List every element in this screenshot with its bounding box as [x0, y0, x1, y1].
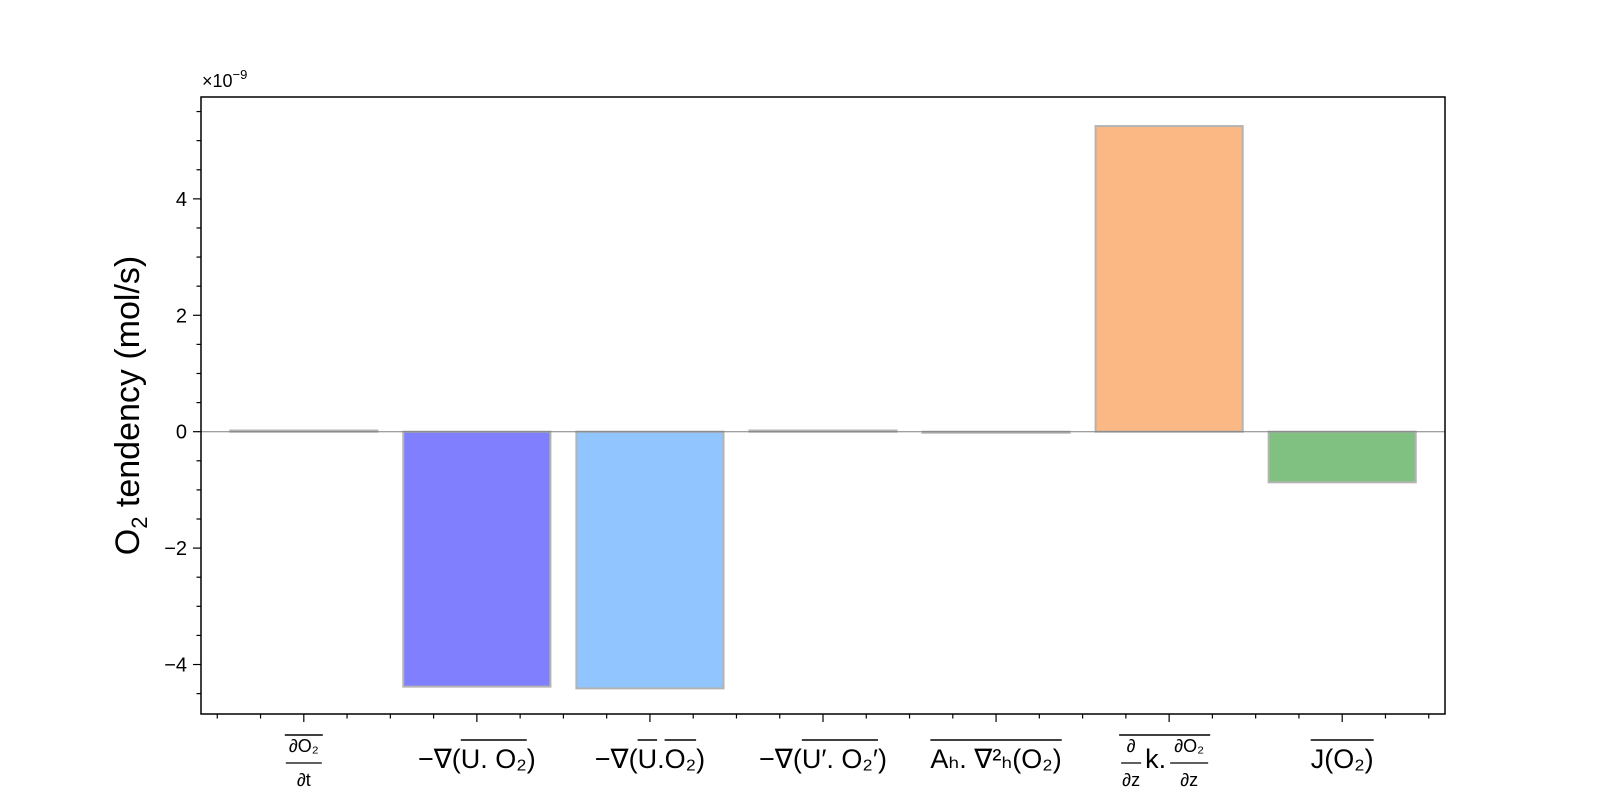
y-axis: −4 −2 0 2 4 — [164, 110, 201, 695]
x-label-adv-eddy: −∇(U′. O₂′) — [759, 739, 887, 774]
y-tick-label: 0 — [176, 422, 187, 444]
bar-adv-mean — [575, 430, 725, 690]
x-label-part: J(O₂) — [1311, 744, 1374, 774]
x-label-d2-den: ∂z — [1180, 770, 1198, 790]
y-tick-label: −2 — [164, 538, 187, 560]
x-label-numerator: ∂O₂ — [289, 736, 319, 756]
x-label-denominator: ∂t — [297, 770, 311, 790]
x-label-part: U — [638, 744, 658, 774]
x-axis — [216, 714, 1430, 722]
x-label-part: U′. O₂′ — [802, 744, 878, 774]
x-label-part: Aₕ. ∇²ₕ(O₂) — [930, 744, 1061, 774]
x-label-part: −∇( — [759, 744, 802, 774]
y-axis-scale-label: ×10−9 — [202, 67, 247, 91]
x-label-d1-den: ∂z — [1122, 770, 1140, 790]
x-label-part: O₂ — [665, 744, 696, 774]
x-label-diff-v: ∂∂zk. ∂O₂∂z — [1119, 734, 1211, 790]
x-label-sources: J(O₂) — [1310, 739, 1374, 774]
bars-group — [229, 125, 1417, 690]
y-tick-label: 4 — [176, 189, 187, 211]
x-label-part: ) — [696, 744, 705, 774]
x-label-mid: k. — [1145, 744, 1166, 774]
x-label-part: −∇( — [418, 744, 461, 774]
x-label-adv-total: −∇(U. O₂) — [418, 739, 536, 774]
x-label-part: −∇( — [595, 744, 638, 774]
x-label-part: . — [657, 744, 665, 774]
x-label-d1-num: ∂ — [1127, 736, 1136, 756]
x-label-adv-mean: −∇(U. O₂) — [595, 739, 705, 774]
y-axis-label: O2 tendency (mol/s) — [109, 256, 152, 555]
x-label-part: ) — [878, 744, 887, 774]
x-label-part: U. O₂ — [461, 744, 527, 774]
x-label-diff-h: Aₕ. ∇²ₕ(O₂) — [930, 739, 1062, 774]
bar-sources — [1267, 430, 1417, 484]
plot-frame — [200, 96, 1446, 715]
bar-adv-total — [402, 430, 552, 688]
y-tick-label: 2 — [176, 305, 187, 327]
x-label-part: ) — [527, 744, 536, 774]
bar-diff-v — [1094, 125, 1244, 433]
x-label-dO2-dt: ∂O₂ ∂t — [284, 734, 323, 790]
y-tick-label: −4 — [164, 655, 187, 677]
x-category-labels: ∂O₂∂t−∇(U. O₂) −∇(U. O₂) −∇(U′. O₂′) Aₕ. ∇²… — [284, 734, 1374, 790]
x-label-d2-num: ∂O₂ — [1174, 736, 1204, 756]
